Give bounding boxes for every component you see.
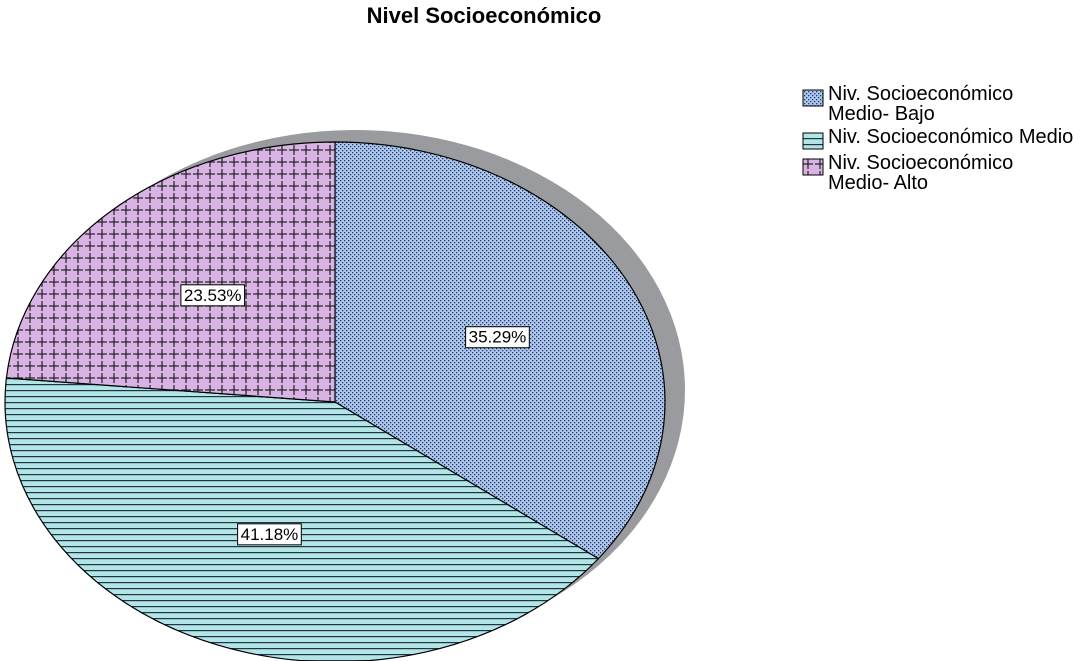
pie-slice (4, 377, 600, 661)
pie-slice (5, 141, 336, 403)
legend-swatch (802, 158, 824, 176)
data-label-box (180, 284, 246, 307)
pie-slice (334, 141, 666, 560)
legend-item: Niv. Socioeconómico Medio- Bajo (802, 84, 1078, 124)
data-label: 41.18% (241, 525, 299, 544)
legend-label: Niv. Socioeconómico Medio- Bajo (828, 83, 1014, 125)
legend-item: Niv. Socioeconómico Medio- Alto (802, 153, 1078, 193)
legend-swatch (802, 89, 824, 107)
data-label-box (237, 523, 302, 546)
data-label: 35.29% (469, 328, 527, 347)
legend-label: Niv. Socioeconómico Medio- Alto (828, 152, 1014, 194)
chart-title: Nivel Socioeconómico (367, 3, 602, 28)
legend-label: Niv. Socioeconómico Medio (828, 126, 1074, 148)
legend-swatch (802, 132, 824, 150)
legend: Niv. Socioeconómico Medio- Bajo Niv. Soci… (802, 84, 1078, 196)
data-label-box (465, 326, 530, 349)
legend-item: Niv. Socioeconómico Medio (802, 127, 1078, 150)
data-label: 23.53% (184, 286, 242, 305)
legend-swatch-rect (802, 158, 824, 176)
legend-swatch-rect (802, 89, 824, 107)
legend-swatch-rect (802, 132, 824, 150)
